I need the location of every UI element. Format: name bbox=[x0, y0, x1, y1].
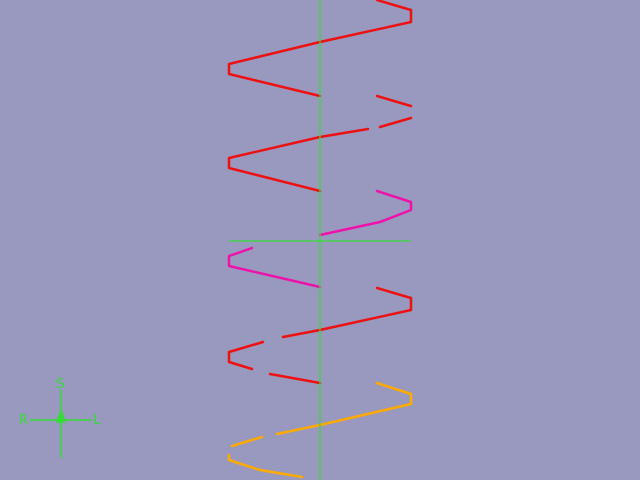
helix-turn-3-front bbox=[268, 372, 322, 385]
helix-highlight-upper bbox=[318, 189, 413, 237]
helix-highlight-lower bbox=[227, 246, 322, 289]
orientation-label-left: R bbox=[19, 413, 28, 428]
helix-turn-2-front bbox=[378, 116, 413, 129]
helix-turn-2-mid bbox=[227, 127, 370, 193]
helix-turn-3-back bbox=[281, 286, 413, 339]
orientation-label-top: S bbox=[56, 377, 64, 392]
helix-end-gap bbox=[230, 435, 264, 448]
orientation-marker: S R L bbox=[19, 377, 101, 458]
helix-strand-end bbox=[227, 381, 413, 479]
helix-strand-highlight bbox=[227, 189, 413, 289]
helix-turn-2-back bbox=[375, 94, 413, 108]
helix-end-lower bbox=[227, 453, 304, 479]
helix-turn-3-gap bbox=[227, 340, 265, 371]
crosshair bbox=[229, 0, 411, 480]
orientation-label-right: L bbox=[93, 413, 101, 428]
orientation-arrow-icon bbox=[55, 407, 67, 423]
helix-end-upper bbox=[275, 381, 413, 436]
